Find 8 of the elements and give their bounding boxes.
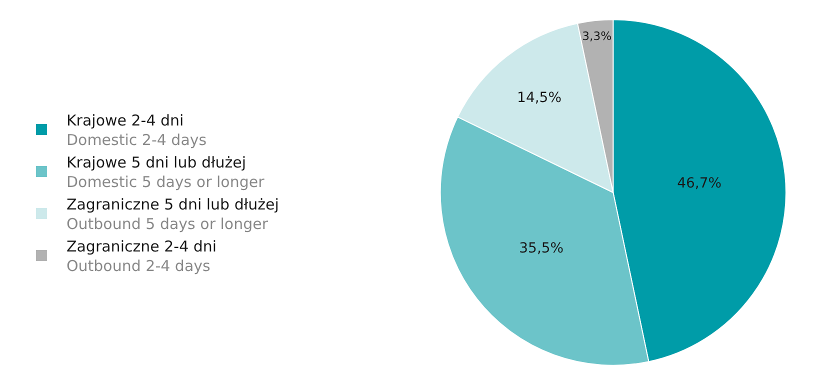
legend-label: Zagraniczne 5 dni lub dłużej Outbound 5 days or longer [66, 196, 279, 234]
data-label: 3,3% [582, 29, 612, 44]
data-label: 35,5% [519, 240, 564, 257]
legend-label: Krajowe 2-4 dni Domestic 2-4 days [66, 112, 207, 150]
data-label: 14,5% [517, 90, 562, 106]
legend-label: Zagraniczne 2-4 dni Outbound 2-4 days [66, 238, 217, 276]
data-label: 46,7% [677, 176, 722, 192]
legend-label: Krajowe 5 dni lub dłużej Domestic 5 days or longer [66, 154, 266, 192]
